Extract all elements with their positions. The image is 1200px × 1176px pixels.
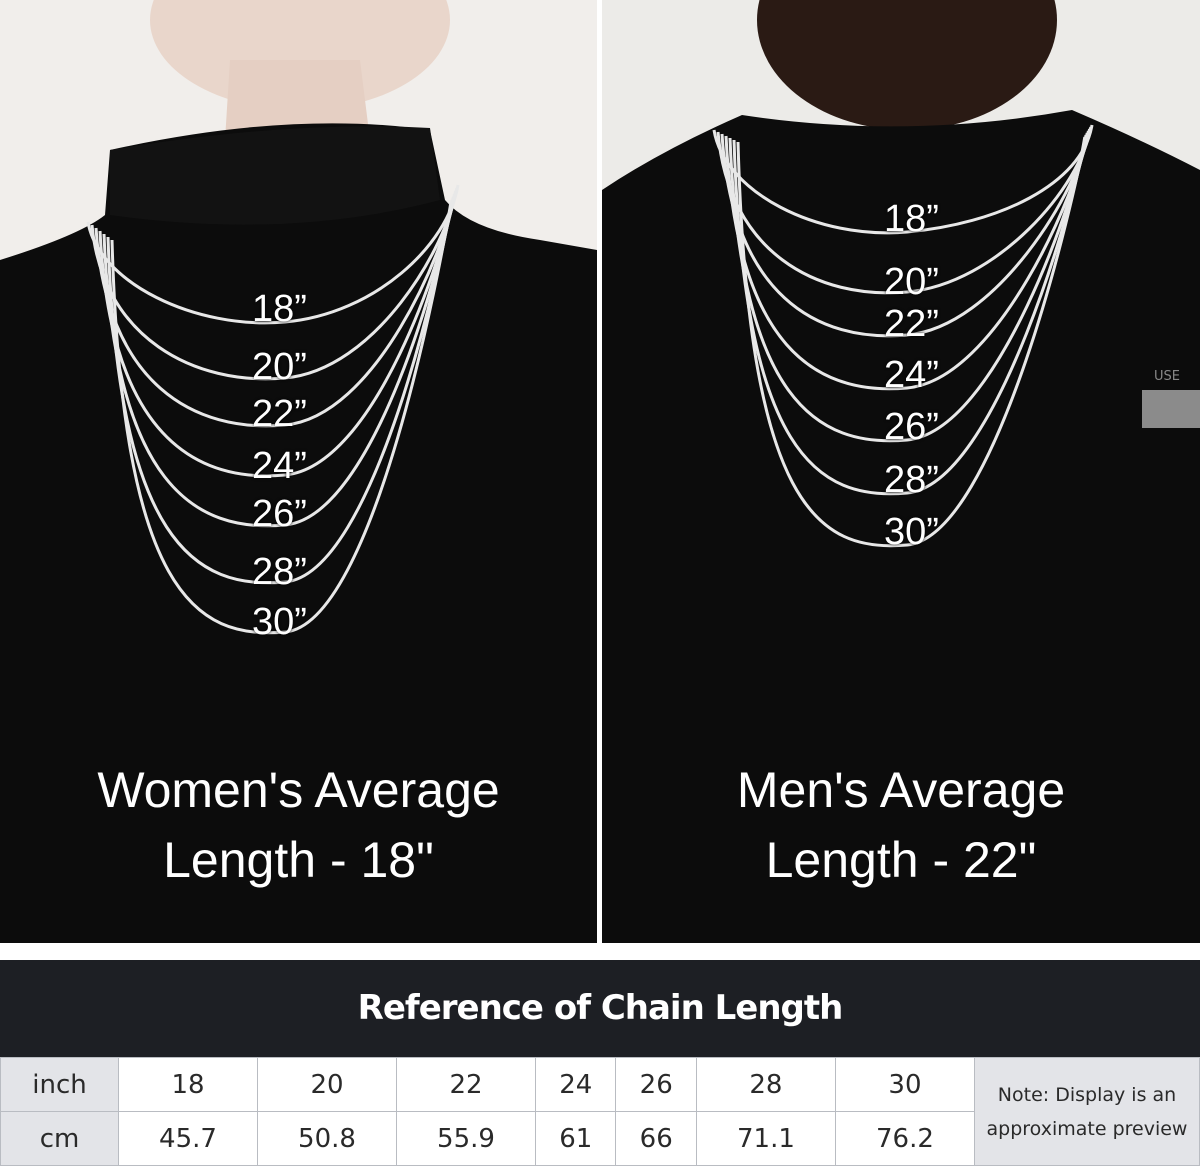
chain-length-reference: Reference of Chain Length inch 18 20 22 … xyxy=(0,943,1200,1176)
necklace-chain-line xyxy=(736,136,1087,548)
length-label: 24” xyxy=(252,445,307,487)
table-cell: 55.9 xyxy=(396,1111,536,1166)
table-cell: 26 xyxy=(615,1057,697,1112)
length-label: 20” xyxy=(884,261,939,303)
length-label: 18” xyxy=(252,288,307,330)
length-label: 26” xyxy=(252,493,307,535)
table-cell: 45.7 xyxy=(118,1111,258,1166)
necklace-chain-line xyxy=(86,184,460,325)
table-cell: 20 xyxy=(257,1057,397,1112)
table-row: inch 18 20 22 24 26 28 30 Note: Display … xyxy=(0,1057,1200,1166)
necklace-chain-line xyxy=(102,196,455,528)
table-cell: 71.1 xyxy=(695,1111,836,1166)
women-caption: Women's Average Length - 18" xyxy=(0,755,597,895)
length-label: 30” xyxy=(252,601,307,643)
table-cell: 18 xyxy=(118,1057,258,1112)
table-cell: 24 xyxy=(534,1057,617,1112)
caption-line: Length - 18" xyxy=(163,832,434,888)
length-label: 28” xyxy=(252,551,307,593)
length-label: 22” xyxy=(252,393,307,435)
table-cell: 30 xyxy=(834,1057,976,1112)
necklace-chain-line xyxy=(732,134,1088,496)
table-cell: 22 xyxy=(396,1057,536,1112)
necklace-chain-line xyxy=(716,126,1093,295)
chain-length-table: inch 18 20 22 24 26 28 30 Note: Display … xyxy=(0,1057,1200,1166)
necklace-chain-line xyxy=(94,190,458,428)
necklace-chain-line xyxy=(712,124,1094,235)
men-model-illustration: USE xyxy=(602,0,1200,943)
necklace-chain-line xyxy=(106,199,454,585)
length-label: 18” xyxy=(884,198,939,240)
row-header: inch xyxy=(0,1057,119,1112)
table-cell: 76.2 xyxy=(834,1111,976,1166)
necklace-chain-line xyxy=(110,202,453,635)
table-row: cm 45.7 50.8 55.9 61 66 71.1 76.2 xyxy=(0,1111,1200,1166)
necklace-chain-line xyxy=(728,132,1089,443)
caption-line: Women's Average xyxy=(97,762,500,818)
women-model-illustration xyxy=(0,0,597,943)
necklace-chain-line xyxy=(90,187,459,381)
note-line: Note: Display is an xyxy=(997,1083,1177,1106)
row-header: cm xyxy=(0,1111,119,1166)
caption-line: Length - 22" xyxy=(765,832,1037,888)
table-title: Reference of Chain Length xyxy=(0,960,1200,1057)
table-cell: 50.8 xyxy=(257,1111,397,1166)
length-label: 26” xyxy=(884,406,939,448)
table-cell: 61 xyxy=(534,1111,617,1166)
length-label: 22” xyxy=(884,303,939,345)
men-photo-panel: USE Men's Average Length - 22" 18” 20” 22”… xyxy=(602,0,1200,943)
length-label: 28” xyxy=(884,459,939,501)
men-caption: Men's Average Length - 22" xyxy=(602,755,1200,895)
table-cell: 28 xyxy=(695,1057,836,1112)
svg-text:USE: USE xyxy=(1154,369,1180,384)
necklace-chain-line xyxy=(98,193,456,478)
note-cell: Note: Display is an approximate preview xyxy=(974,1057,1200,1166)
length-label: 30” xyxy=(884,511,939,553)
table-cell: 66 xyxy=(615,1111,697,1166)
necklace-chain-line xyxy=(724,130,1090,391)
women-photo-panel: Women's Average Length - 18" 18” 20” 22” 24… xyxy=(0,0,597,943)
length-label: 20” xyxy=(252,346,307,388)
length-label: 24” xyxy=(884,354,939,396)
note-line: approximate preview xyxy=(986,1117,1188,1140)
caption-line: Men's Average xyxy=(736,762,1066,818)
necklace-chain-line xyxy=(720,128,1092,338)
